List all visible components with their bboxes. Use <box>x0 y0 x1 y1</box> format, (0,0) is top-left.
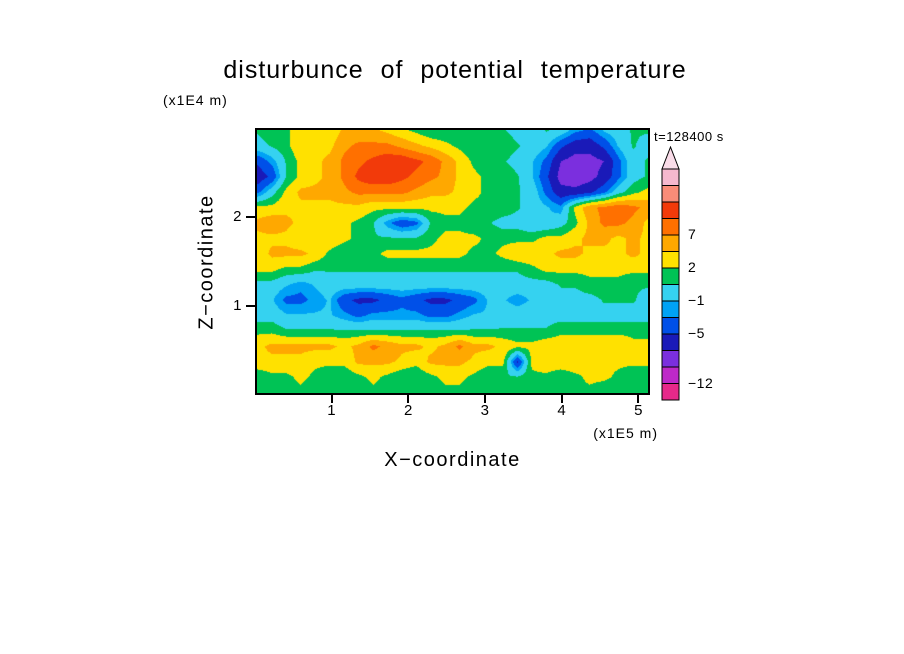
y-tick-label: 2 <box>233 208 242 225</box>
colorbar-segment <box>661 185 680 203</box>
y-tick-label: 1 <box>233 297 242 314</box>
x-tick-mark <box>560 395 563 403</box>
y-tick-mark <box>246 216 255 218</box>
colorbar-segment <box>661 201 680 219</box>
colorbar-level-label: 7 <box>688 226 697 242</box>
x-tick-label: 1 <box>327 402 337 419</box>
y-axis-title: Z−coordinate <box>195 194 218 330</box>
colorbar-level-label: −12 <box>688 374 714 391</box>
x-tick-mark <box>330 395 333 403</box>
x-tick-mark <box>484 395 487 403</box>
colorbar-segment <box>661 267 680 285</box>
colorbar-segment <box>661 168 680 186</box>
x-tick-mark <box>637 395 640 403</box>
colorbar-arrow-cap <box>661 146 680 170</box>
chart-title: disturbunce of potential temperature <box>223 56 687 84</box>
colorbar-segment <box>661 350 680 368</box>
x-axis-unit-label: (x1E5 m) <box>593 425 658 441</box>
x-tick-mark <box>407 395 410 403</box>
y-axis-unit-label: (x1E4 m) <box>163 92 228 108</box>
colorbar-segment <box>661 333 680 351</box>
plot-frame <box>255 128 650 395</box>
x-axis-title: X−coordinate <box>384 449 521 471</box>
x-tick-label: 3 <box>480 402 490 419</box>
colorbar-segment <box>661 300 680 318</box>
heatmap-canvas <box>257 130 648 393</box>
colorbar <box>661 146 680 401</box>
x-tick-label: 4 <box>557 402 567 419</box>
colorbar-level-label: −1 <box>688 292 705 308</box>
colorbar-segment <box>661 218 680 236</box>
colorbar-segment <box>661 284 680 302</box>
time-annotation: t=128400 s <box>654 129 724 144</box>
colorbar-segment <box>661 251 680 269</box>
colorbar-segment <box>661 234 680 252</box>
colorbar-level-label: 2 <box>688 259 697 275</box>
colorbar-segment <box>661 366 680 384</box>
colorbar-segment <box>661 317 680 335</box>
colorbar-segment <box>661 383 680 401</box>
colorbar-level-label: −5 <box>688 325 705 341</box>
x-tick-label: 5 <box>634 402 643 419</box>
x-tick-label: 2 <box>403 402 413 419</box>
y-tick-mark <box>246 305 255 307</box>
